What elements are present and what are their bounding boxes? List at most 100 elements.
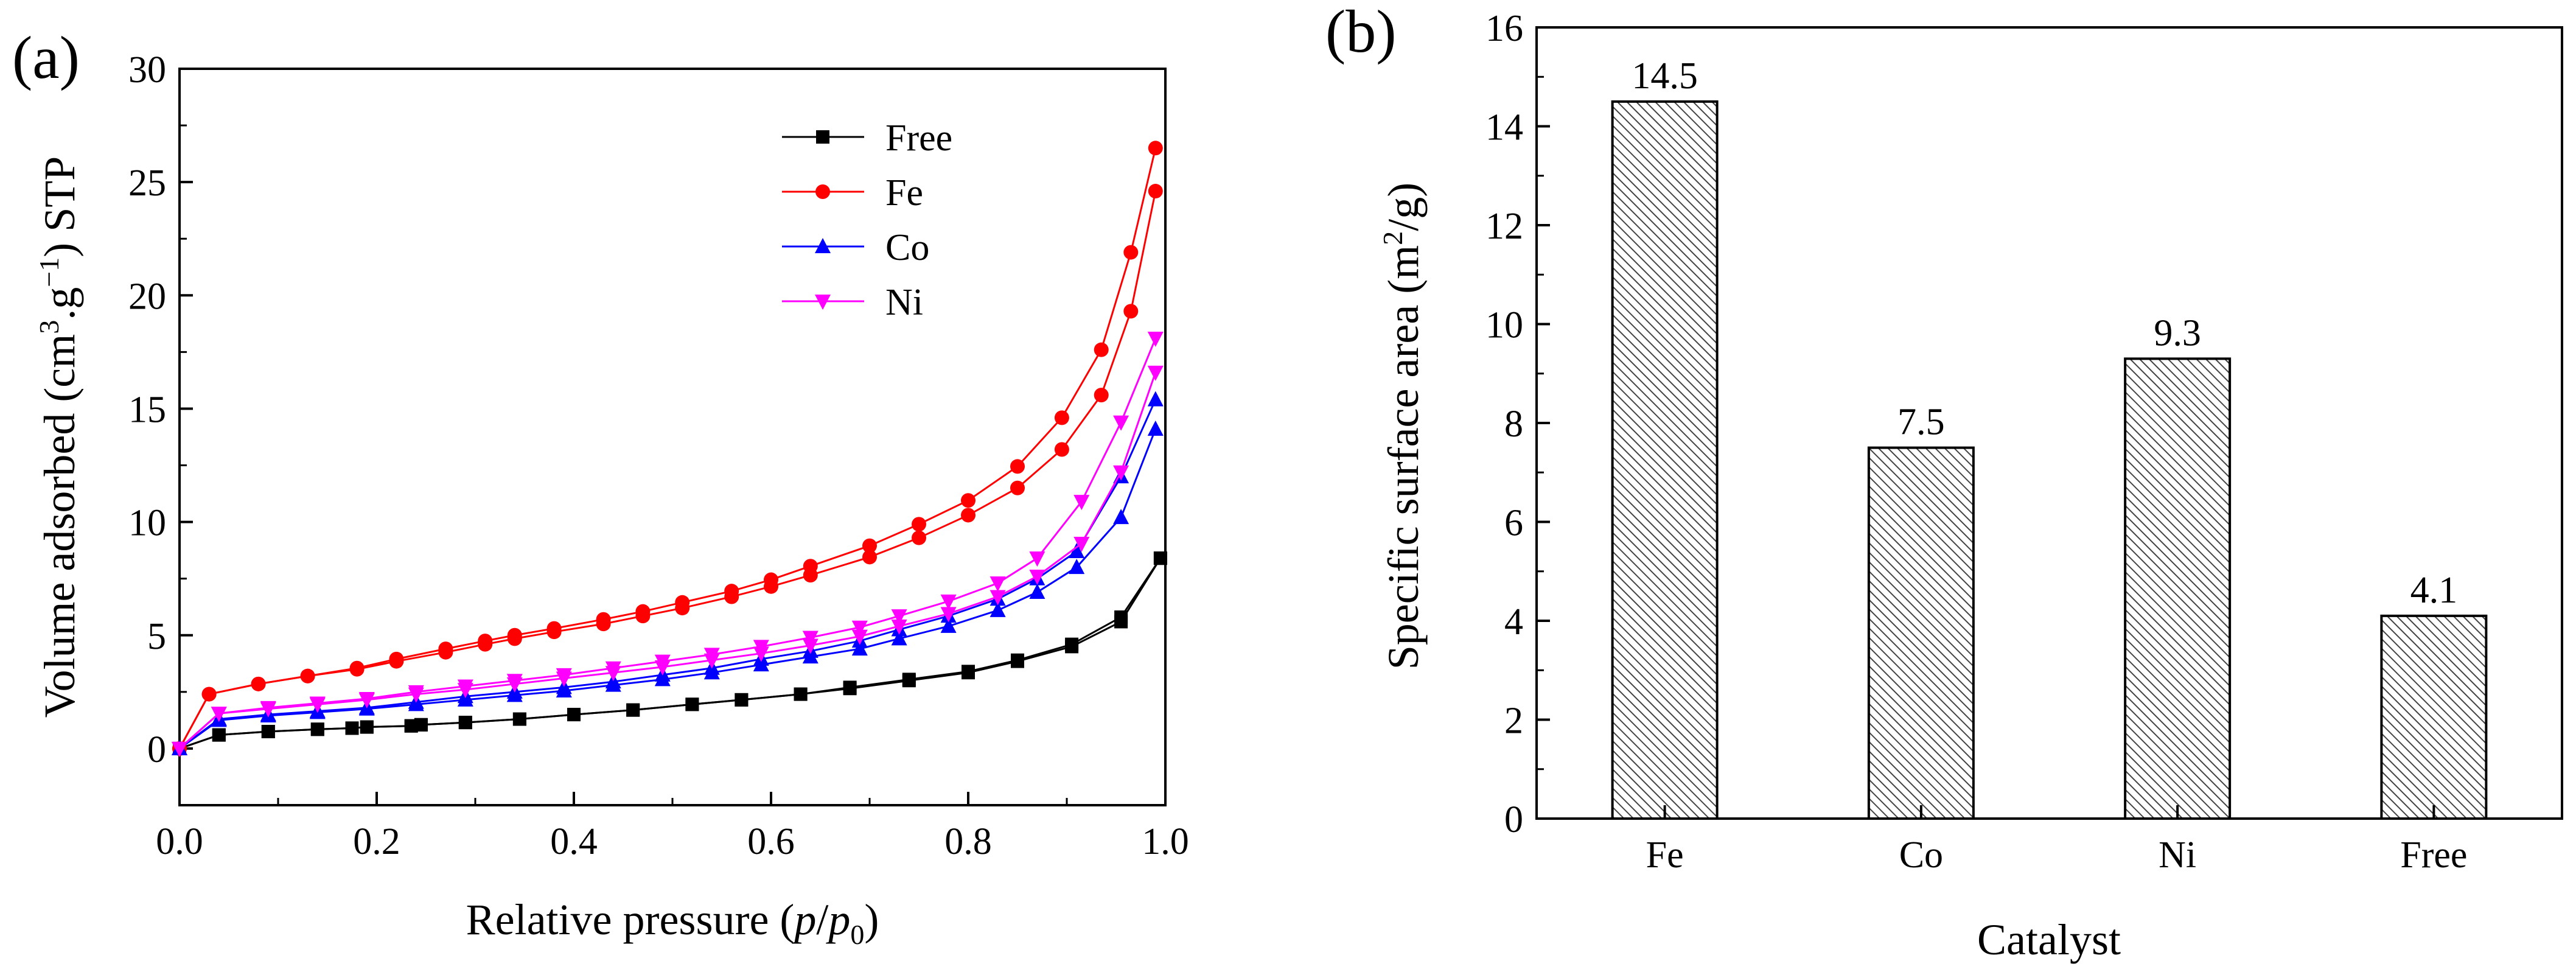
panel-a-y-tick-label: 20 (128, 276, 166, 317)
panel-a-x-axis-label: Relative pressure (p/p0) (466, 895, 879, 950)
series-ni-desorption-point (1029, 551, 1045, 567)
panel-a-y-ticks: 0 5 10 15 20 25 30 (128, 49, 193, 806)
panel-a-series (172, 141, 1167, 757)
series-fe-desorption-point (764, 572, 778, 587)
panel-b-x-tick-label: Free (2400, 834, 2467, 876)
panel-b-x-tick-label: Co (1899, 834, 1943, 876)
series-ni-adsorption-point (1073, 536, 1090, 552)
series-fe-desorption-point (635, 604, 651, 619)
series-free-desorption-point (685, 697, 699, 711)
series-fe-desorption-point (912, 517, 926, 532)
panel-a-y-axis-label: Volume adsorbed (cm3.g−1) STP (33, 156, 84, 718)
panel-a-y-tick-label: 0 (147, 729, 166, 771)
series-fe-desorption-point (1054, 410, 1069, 425)
panel-a-x-tick-label: 0.2 (353, 821, 400, 862)
series-ni-adsorption-point (940, 607, 957, 623)
legend-marker-ni (815, 295, 831, 310)
panel-b: (b) 0 2 4 6 8 10 12 14 16 14.5 Fe 7.5 Co 9.3 Ni 4.1 Fre… (1325, 0, 2563, 964)
series-free-desorption-point (843, 680, 857, 694)
series-fe-adsorption-point (1123, 304, 1139, 319)
series-co-adsorption-point (851, 640, 868, 656)
series-ni-desorption-point (891, 609, 907, 625)
series-ni (172, 332, 1164, 757)
series-fe-adsorption-point (1148, 184, 1163, 199)
bar-co (1867, 446, 1975, 820)
series-free-desorption-point (261, 725, 275, 738)
series-ni-desorption-point (1073, 495, 1090, 511)
series-ni-desorption-point (260, 701, 276, 716)
panel-a-plot-frame (178, 68, 1167, 806)
series-co-adsorption-point (891, 630, 907, 646)
legend-label-co: Co (885, 227, 929, 268)
series-fe-desorption-point (1148, 141, 1163, 156)
series-fe-desorption-line (178, 147, 1157, 749)
series-fe-desorption-point (300, 668, 315, 683)
panel-a-x-tick-label: 0.6 (747, 821, 795, 862)
series-co-adsorption-point (1069, 559, 1085, 575)
series-fe-desorption-point (478, 634, 493, 649)
legend-marker-co (815, 238, 831, 253)
series-ni-desorption-point (1113, 415, 1129, 431)
panel-a-y-tick-label: 30 (128, 49, 166, 91)
series-ni-desorption-point (753, 640, 769, 655)
series-fe-desorption-point (961, 493, 976, 508)
bar-value-label-free: 4.1 (2410, 570, 2458, 611)
series-free-desorption-point (1011, 653, 1024, 667)
series-ni-desorption-point (802, 631, 819, 646)
series-ni-desorption-line (179, 338, 1157, 750)
series-ni-desorption-point (408, 685, 424, 701)
panel-b-label: (b) (1325, 0, 1397, 65)
legend-label-ni: Ni (885, 282, 923, 323)
series-free-desorption-point (1114, 610, 1128, 624)
series-co-adsorption-point (1113, 509, 1129, 525)
series-free-desorption-point (794, 687, 808, 701)
series-free-desorption-point (1065, 637, 1079, 651)
series-fe-desorption-point (349, 660, 365, 676)
series-free-desorption-point (567, 708, 581, 722)
panel-b-y-axis-label: Specific surface area (m2/g) (1377, 183, 1428, 670)
panel-b-bars: 14.5 Fe 7.5 Co 9.3 Ni 4.1 Free (1611, 55, 2488, 876)
series-ni-desorption-point (990, 576, 1006, 592)
series-fe-desorption-point (1094, 342, 1109, 357)
series-ni-adsorption-point (1029, 569, 1045, 585)
bar-free (2380, 614, 2488, 820)
panel-a-y-tick-label: 5 (147, 616, 166, 657)
series-free-desorption-point (212, 728, 226, 742)
series-free-desorption-point (902, 673, 916, 687)
series-co (172, 391, 1164, 755)
panel-a-x-ticks: 0.0 0.2 0.4 0.6 0.8 1.0 (156, 792, 1189, 862)
series-ni-desorption-point (309, 696, 326, 712)
series-ni-desorption-point (940, 594, 957, 610)
series-co-adsorption-point (1029, 584, 1045, 599)
series-fe-desorption-point (389, 651, 404, 666)
panel-b-y-tick-label: 16 (1485, 8, 1523, 49)
series-ni-desorption-point (457, 679, 473, 695)
series-co-adsorption-point (940, 617, 957, 633)
series-ni-desorption-point (506, 674, 523, 690)
series-fe-adsorption-point (1010, 480, 1025, 495)
panel-b-y-tick-label: 2 (1504, 701, 1523, 742)
series-ni-adsorption-point (891, 619, 907, 635)
series-ni-desorption-point (654, 654, 671, 670)
series-ni-desorption-point (556, 668, 572, 683)
series-co-adsorption-point (1147, 420, 1164, 436)
series-ni-adsorption-point (1147, 365, 1164, 381)
series-free-desorption-point (1153, 551, 1167, 565)
panel-a-x-tick-label: 0.8 (944, 821, 992, 862)
series-ni-desorption-point (172, 741, 187, 757)
series-fe-desorption-point (724, 584, 739, 599)
series-ni-adsorption-line (179, 372, 1157, 750)
series-free-desorption-point (360, 720, 374, 734)
series-fe-desorption-point (546, 621, 562, 636)
panel-a-y-tick-label: 25 (128, 162, 166, 204)
panel-a: (a) 0.0 0.2 0.4 0.6 0.8 1.0 0 5 10 15 20 25 30 Rela… (12, 24, 1189, 950)
series-free-desorption-point (962, 665, 975, 679)
series-ni-desorption-point (358, 692, 375, 708)
series-co-adsorption-line (179, 428, 1157, 750)
series-free-adsorption-line (179, 557, 1162, 750)
panel-b-y-tick-label: 12 (1485, 206, 1523, 247)
panel-a-label: (a) (12, 24, 80, 91)
legend-label-fe: Fe (885, 172, 923, 214)
legend-marker-fe (815, 184, 830, 199)
